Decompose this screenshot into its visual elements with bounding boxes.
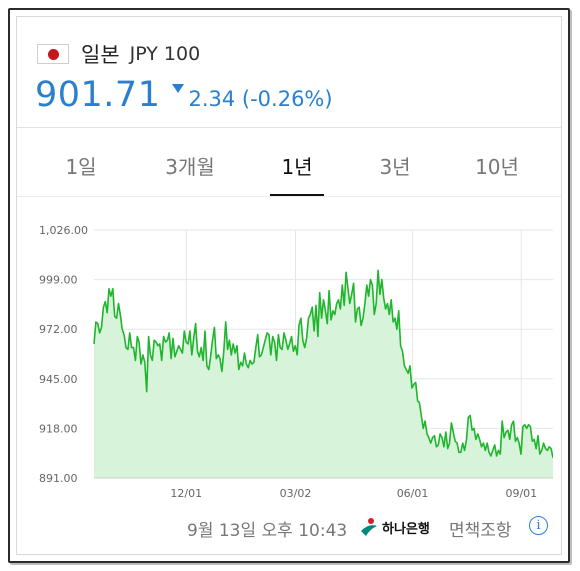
bank-source: 하나은행 [359,517,430,537]
tab-10y[interactable]: 10년 [475,155,519,179]
japan-flag-icon [37,44,69,64]
x-tick-label: 03/02 [280,487,312,500]
exchange-rate-card: 일본 JPY 100 901.71 2.34 (-0.26%) 1일 3개월 1… [16,16,562,555]
y-tick-label: 891.00 [39,472,78,485]
price-area-fill [94,270,553,478]
tab-1y[interactable]: 1년 [281,155,313,179]
y-tick-label: 972.00 [39,323,78,336]
currency-code: JPY 100 [129,43,201,65]
tab-1d[interactable]: 1일 [65,155,97,179]
y-tick-label: 918.00 [39,422,78,435]
bank-name: 하나은행 [382,521,430,537]
tab-3m[interactable]: 3개월 [165,155,215,179]
hana-bank-logo-icon [361,518,377,536]
active-tab-indicator [270,194,324,196]
price-row: 901.71 2.34 (-0.26%) [35,75,333,115]
widget-frame: 일본 JPY 100 901.71 2.34 (-0.26%) 1일 3개월 1… [8,8,570,563]
down-triangle-icon [172,84,185,93]
x-tick-label: 06/01 [397,487,429,500]
timestamp: 9월 13일 오후 10:43 [187,521,348,541]
chart-footer: 9월 13일 오후 10:43 하나은행 면책조항 i [17,513,561,541]
currency-header: 일본 JPY 100 [37,39,200,69]
period-tabs: 1일 3개월 1년 3년 10년 [17,151,561,197]
y-tick-label: 945.00 [39,373,78,386]
price-change: 2.34 (-0.26%) [188,87,333,111]
tab-3y[interactable]: 3년 [379,155,411,179]
x-tick-label: 09/01 [505,487,537,500]
info-icon[interactable]: i [529,516,548,535]
country-name: 일본 [81,43,120,67]
disclaimer-link[interactable]: 면책조항 [449,521,512,541]
x-tick-label: 12/01 [170,487,202,500]
divider [17,127,561,128]
price-series-line [93,269,553,458]
divider [17,196,561,197]
y-tick-label: 999.00 [39,274,78,287]
current-price: 901.71 [35,75,161,115]
price-chart[interactable]: 891.00 918.00 945.00 972.00 999.00 1,026.00 12… [37,215,553,503]
y-tick-label: 1,026.00 [39,224,88,237]
